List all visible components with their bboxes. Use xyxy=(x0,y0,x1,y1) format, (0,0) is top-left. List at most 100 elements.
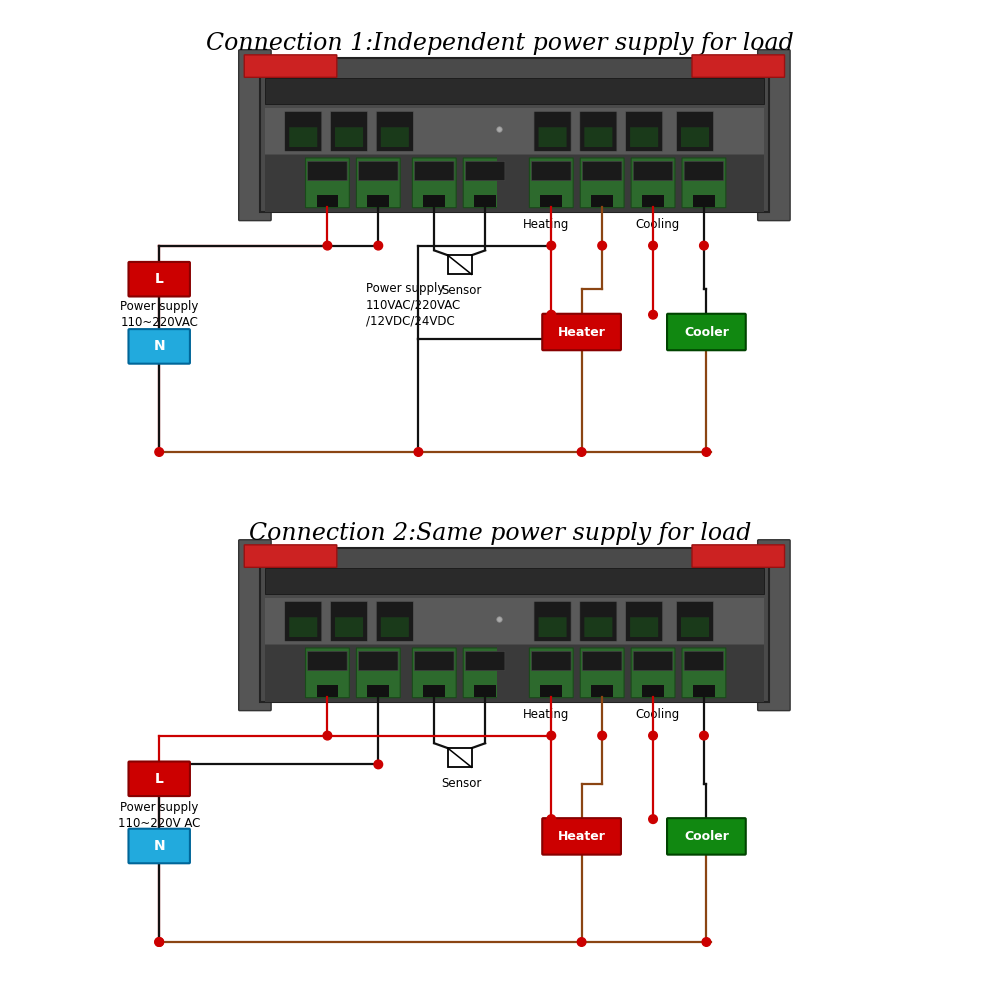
Bar xyxy=(423,195,445,207)
FancyBboxPatch shape xyxy=(128,829,190,863)
FancyBboxPatch shape xyxy=(532,161,571,181)
FancyBboxPatch shape xyxy=(582,651,622,671)
FancyBboxPatch shape xyxy=(412,648,456,698)
Bar xyxy=(642,685,664,697)
Circle shape xyxy=(702,448,711,456)
Text: Heater: Heater xyxy=(558,830,606,843)
Bar xyxy=(540,685,562,697)
Text: Sensor: Sensor xyxy=(441,777,482,790)
FancyBboxPatch shape xyxy=(633,651,673,671)
Bar xyxy=(423,685,445,697)
Circle shape xyxy=(323,731,332,740)
Circle shape xyxy=(414,448,423,456)
Bar xyxy=(367,195,389,207)
FancyBboxPatch shape xyxy=(684,161,724,181)
Text: 110~220VAC: 110~220VAC xyxy=(120,316,198,329)
FancyBboxPatch shape xyxy=(376,601,413,641)
Circle shape xyxy=(547,731,556,740)
FancyBboxPatch shape xyxy=(626,111,663,151)
FancyBboxPatch shape xyxy=(580,648,624,698)
Circle shape xyxy=(155,938,164,946)
Bar xyxy=(448,255,472,274)
FancyBboxPatch shape xyxy=(676,111,714,151)
Circle shape xyxy=(374,760,383,769)
FancyBboxPatch shape xyxy=(630,127,658,147)
Circle shape xyxy=(598,731,606,740)
FancyBboxPatch shape xyxy=(239,50,271,221)
Bar xyxy=(265,155,764,212)
FancyBboxPatch shape xyxy=(381,127,409,147)
FancyBboxPatch shape xyxy=(630,617,658,637)
FancyBboxPatch shape xyxy=(667,314,746,350)
Text: Cooling: Cooling xyxy=(636,708,680,721)
FancyBboxPatch shape xyxy=(681,617,709,637)
FancyBboxPatch shape xyxy=(359,651,398,671)
Text: 110~220V AC: 110~220V AC xyxy=(118,817,200,830)
FancyBboxPatch shape xyxy=(128,329,190,364)
Bar xyxy=(642,195,664,207)
FancyBboxPatch shape xyxy=(584,617,612,637)
Text: Heater: Heater xyxy=(558,326,606,338)
FancyBboxPatch shape xyxy=(758,50,790,221)
FancyBboxPatch shape xyxy=(289,617,317,637)
FancyBboxPatch shape xyxy=(532,651,571,671)
FancyBboxPatch shape xyxy=(676,601,714,641)
Text: Power supply: Power supply xyxy=(366,282,444,295)
Bar xyxy=(265,78,764,104)
FancyBboxPatch shape xyxy=(692,545,785,567)
Bar xyxy=(367,685,389,697)
FancyBboxPatch shape xyxy=(415,161,454,181)
FancyBboxPatch shape xyxy=(463,158,507,208)
Circle shape xyxy=(374,241,383,250)
FancyBboxPatch shape xyxy=(308,161,347,181)
FancyBboxPatch shape xyxy=(580,111,617,151)
FancyBboxPatch shape xyxy=(542,314,621,350)
FancyBboxPatch shape xyxy=(289,127,317,147)
Text: /12VDC/24VDC: /12VDC/24VDC xyxy=(366,315,454,328)
Bar xyxy=(265,645,764,702)
Bar xyxy=(317,195,338,207)
Circle shape xyxy=(577,448,586,456)
FancyBboxPatch shape xyxy=(306,648,349,698)
Text: Power supply: Power supply xyxy=(120,801,198,814)
FancyBboxPatch shape xyxy=(465,651,505,671)
FancyBboxPatch shape xyxy=(376,111,413,151)
FancyBboxPatch shape xyxy=(529,648,573,698)
FancyBboxPatch shape xyxy=(682,648,726,698)
FancyBboxPatch shape xyxy=(534,111,571,151)
Bar xyxy=(591,685,613,697)
FancyBboxPatch shape xyxy=(415,651,454,671)
Bar xyxy=(540,195,562,207)
FancyBboxPatch shape xyxy=(682,158,726,208)
Bar xyxy=(317,685,338,697)
Circle shape xyxy=(155,938,164,946)
Bar xyxy=(693,195,715,207)
FancyBboxPatch shape xyxy=(667,818,746,855)
Bar xyxy=(265,108,764,154)
FancyBboxPatch shape xyxy=(330,111,368,151)
FancyBboxPatch shape xyxy=(529,158,573,208)
Bar xyxy=(497,157,525,209)
Bar xyxy=(448,748,472,767)
FancyBboxPatch shape xyxy=(356,648,400,698)
Text: 110VAC/220VAC: 110VAC/220VAC xyxy=(366,299,461,312)
FancyBboxPatch shape xyxy=(285,111,322,151)
FancyBboxPatch shape xyxy=(758,540,790,711)
Text: Power supply: Power supply xyxy=(120,300,198,313)
Circle shape xyxy=(700,241,708,250)
FancyBboxPatch shape xyxy=(633,161,673,181)
FancyBboxPatch shape xyxy=(128,762,190,796)
Circle shape xyxy=(155,448,164,456)
FancyBboxPatch shape xyxy=(539,617,567,637)
Text: N: N xyxy=(153,339,165,353)
FancyBboxPatch shape xyxy=(542,818,621,855)
FancyBboxPatch shape xyxy=(330,601,368,641)
Text: Connection 1:Independent power supply for load: Connection 1:Independent power supply fo… xyxy=(206,32,794,55)
Bar xyxy=(497,647,525,699)
FancyBboxPatch shape xyxy=(285,601,322,641)
Text: L: L xyxy=(155,272,164,286)
Text: Sensor: Sensor xyxy=(441,284,482,297)
FancyBboxPatch shape xyxy=(534,601,571,641)
FancyBboxPatch shape xyxy=(582,161,622,181)
FancyBboxPatch shape xyxy=(631,648,675,698)
